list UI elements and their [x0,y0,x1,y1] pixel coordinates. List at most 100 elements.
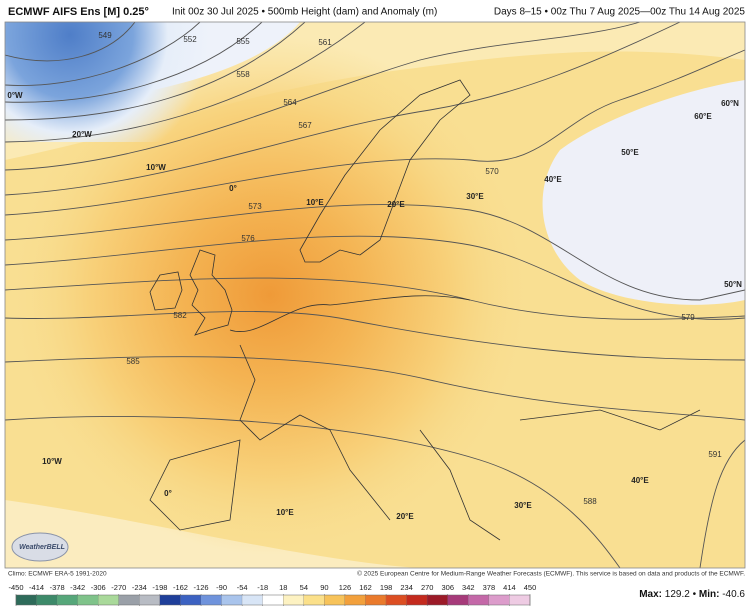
contour-label: 582 [173,311,187,320]
contour-line [699,439,745,568]
contour-label: 552 [183,35,197,44]
colorbar-tick-label: -90 [216,583,227,592]
stats: Max: 129.2 • Min: -40.6 [639,589,745,600]
colorbar-swatch [324,595,345,605]
contour-line [5,22,681,196]
colorbar-swatch [427,595,448,605]
colorbar-tick-label: -270 [111,583,126,592]
colorbar-swatch [139,595,160,605]
colorbar-tick-label: 414 [503,583,516,592]
graticule-label: 50°E [621,148,639,157]
colorbar-swatch [468,595,489,605]
contour-line [5,356,745,421]
graticule-label: 20°E [387,200,405,209]
contour-label: 561 [318,38,332,47]
colorbar-tick-label: -126 [194,583,209,592]
contour-line [5,22,263,103]
contour-label: 564 [283,98,297,107]
colorbar-swatch [77,595,99,605]
colorbar-tick-label: -306 [91,583,106,592]
contour-line [5,204,745,301]
colorbar-swatch [98,595,119,605]
contour-line [5,22,366,143]
contour-label: 570 [485,167,499,176]
colorbar-swatch [118,595,140,605]
climo-note: Climo: ECMWF ERA-5 1991-2020 [8,571,107,578]
coastline [299,79,471,263]
graticule-label: 30°E [514,501,532,510]
colorbar-tick-label: 270 [421,583,434,592]
colorbar-tick-label: 198 [380,583,393,592]
contour-line [5,277,745,320]
contour-label: 576 [241,234,255,243]
colorbar-swatch [16,595,37,605]
coastline [149,295,701,541]
graticule-label: 30°E [466,192,484,201]
contour-line [5,22,306,121]
graticule-label: 40°E [544,175,562,184]
colorbar-tick-label: -54 [237,583,248,592]
map-border [4,21,746,569]
colorbar-swatch [488,595,510,605]
logo: WeatherBELL [11,532,69,562]
colorbar-tick-label: 306 [442,583,455,592]
coastlines [149,79,701,541]
period: Days 8–15 • 00z Thu 7 Aug 2025—00z Thu 1… [494,7,746,18]
contour-label: 591 [708,450,722,459]
contour-label: 567 [298,121,312,130]
colorbar-tick-label: 162 [359,583,372,592]
contour-label: 579 [681,313,695,322]
colorbar-swatch [283,595,304,605]
logo-text: WeatherBELL [19,544,65,551]
contour-line [5,49,745,216]
contour-line [5,22,136,62]
colorbar-swatch [386,595,407,605]
colorbar-swatch [242,595,263,605]
graticule-label: 10°W [42,457,62,466]
colorbar-swatch [36,595,58,605]
colorbar-swatch [180,595,202,605]
colorbar-swatch [365,595,387,605]
colorbar-tick-label: 378 [483,583,496,592]
colorbar-swatch [303,595,325,605]
graticule-label: 20°W [72,130,92,139]
subtitle: Init 00z 30 Jul 2025 • 500mb Height (dam… [172,7,437,18]
colorbar-swatch [447,595,469,605]
colorbar-swatch [159,595,181,605]
contour-label: 573 [248,202,262,211]
contours [5,22,745,568]
model-title: ECMWF AIFS Ens [M] 0.25° [8,6,149,18]
colorbar-tick-label: 126 [339,583,352,592]
contour-line [5,22,201,86]
colorbar-tick-label: -18 [257,583,268,592]
colorbar-swatch [406,595,428,605]
contour-label: 588 [583,497,597,506]
colorbar-tick-label: -234 [132,583,147,592]
colorbar-tick-label: 450 [524,583,537,592]
map-labels: 549 552 555 558 561 564 567 570 573 576 579 582 585 5… [7,31,742,521]
colorbar-tick-label: 18 [279,583,287,592]
graticule-label: 10°W [146,163,166,172]
colorbar-swatch [57,595,78,605]
colorbar-tick-label: 90 [320,583,328,592]
colorbar: -450 -414 -378 -342 -306 -270 -234 -198 -162 -126… [8,583,536,606]
graticule-label: 0° [229,184,237,193]
graticule-label: 10°E [276,508,294,517]
copyright: © 2025 European Centre for Medium-Range … [357,570,745,578]
graticule-label: 60°E [694,112,712,121]
colorbar-tick-label: -342 [70,583,85,592]
colorbar-tick-label: 54 [300,583,308,592]
contour-line [5,415,621,568]
graticule-label: 40°E [631,476,649,485]
graticule-label: 60°N [721,99,739,108]
contour-line [5,22,641,171]
colorbar-tick-label: -162 [173,583,188,592]
separator: • [693,589,697,600]
graticule-label: 0° [164,489,172,498]
colorbar-swatch [201,595,222,605]
graticule-label: 20°E [396,512,414,521]
graticule-label: 0°W [7,91,23,100]
colorbar-swatch [344,595,366,605]
colorbar-tick-label: -414 [29,583,44,592]
